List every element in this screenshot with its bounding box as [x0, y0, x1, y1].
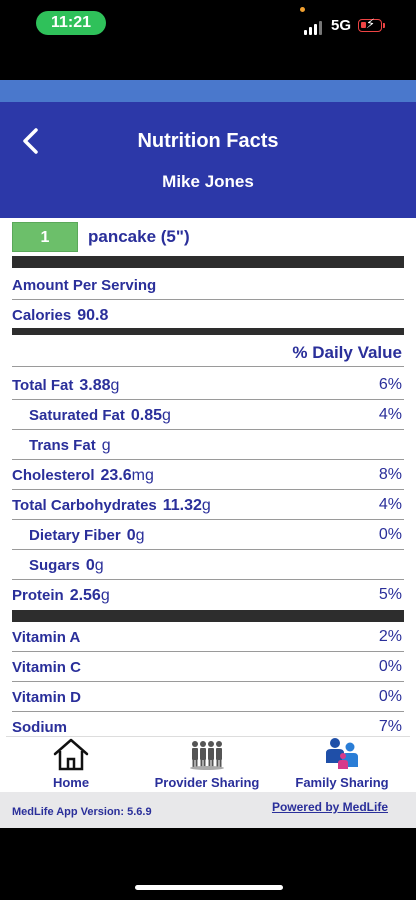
vitamin-label: Sodium [12, 719, 67, 736]
app-version: MedLife App Version: 5.6.9 [12, 806, 152, 818]
app-frame: Nutrition Facts Mike Jones 1 pancake (5"… [0, 80, 416, 828]
nutrient-percent: 6% [378, 376, 402, 393]
calories-value: 90.8 [77, 307, 109, 324]
nutrient-value: 0.85 [130, 407, 162, 424]
nutrient-value: 11.32 [162, 497, 202, 514]
status-bar: 11:21 5G ⚡ [0, 0, 416, 50]
nav-provider-sharing-label: Provider Sharing [154, 775, 260, 790]
nutrient-value: 2.56 [69, 587, 101, 604]
nutrient-unit: g [100, 587, 110, 604]
nutrient-percent: 4% [378, 496, 402, 513]
charging-bolt-icon: ⚡ [366, 16, 376, 31]
nutrient-label: Saturated Fat [29, 407, 125, 424]
nutrient-unit: g [201, 497, 211, 514]
nutrient-row-protein: Protein 2.56g 5% [12, 580, 404, 610]
nutrient-row-total-fat: Total Fat 3.88g 6% [12, 370, 404, 400]
calories-label: Calories [12, 307, 72, 324]
nav-home-button[interactable]: Home [26, 737, 116, 793]
nutrient-value: 23.6 [100, 467, 132, 484]
header-accent-strip [0, 80, 416, 102]
nutrient-unit: mg [131, 467, 154, 484]
status-time: 11:21 [36, 11, 106, 35]
vitamin-label: Vitamin C [12, 659, 81, 676]
vitamin-row-sodium: Sodium 7% [12, 712, 404, 736]
nutrient-unit: g [162, 407, 171, 424]
vitamin-label: Vitamin D [12, 689, 81, 706]
amount-per-serving-row: Amount Per Serving [12, 270, 404, 300]
network-type: 5G [331, 17, 352, 34]
nav-family-sharing-button[interactable]: Family Sharing [290, 737, 394, 793]
nav-provider-sharing-button[interactable]: Provider Sharing [146, 737, 268, 793]
powered-by-link[interactable]: Powered by MedLife [271, 800, 388, 814]
nutrient-label: Dietary Fiber [29, 527, 121, 544]
vitamin-row-d: Vitamin D 0% [12, 682, 404, 712]
amount-per-serving-label: Amount Per Serving [12, 277, 157, 294]
divider-thick [12, 610, 404, 622]
signal-strength-icon [304, 21, 324, 35]
nutrient-percent: 5% [378, 586, 402, 603]
vitamin-percent: 2% [378, 628, 402, 645]
chevron-left-icon [23, 128, 38, 154]
vitamin-row-a: Vitamin A 2% [12, 622, 404, 652]
divider-thick [12, 256, 404, 268]
nav-family-sharing-label: Family Sharing [295, 775, 389, 790]
calories-row: Calories 90.8 [12, 300, 404, 330]
nutrient-value: 0 [126, 527, 136, 544]
nutrient-label: Total Fat [12, 377, 74, 394]
divider-mid [12, 328, 404, 335]
nutrient-percent: 8% [378, 466, 402, 483]
nutrient-percent: 0% [378, 526, 402, 543]
battery-icon [358, 19, 382, 32]
nutrient-row-trans-fat: Trans Fat g [12, 430, 404, 460]
serving-unit-label[interactable]: pancake (5") [88, 227, 190, 246]
vitamin-percent: 0% [378, 688, 402, 705]
daily-value-header-row: % Daily Value [12, 337, 404, 367]
vitamin-percent: 0% [378, 658, 402, 675]
nutrient-label: Cholesterol [12, 467, 95, 484]
daily-value-header: % Daily Value [292, 343, 402, 362]
provider-group-icon [190, 741, 224, 770]
nutrient-label: Trans Fat [29, 437, 96, 454]
bottom-nav: Home Provider Sharing [6, 736, 410, 793]
nutrient-label: Protein [12, 587, 64, 604]
back-button[interactable] [20, 126, 44, 156]
nutrient-value: 3.88 [79, 377, 111, 394]
home-indicator[interactable] [135, 885, 283, 890]
battery-tip [383, 23, 385, 28]
nutrient-row-saturated-fat: Saturated Fat 0.85g 4% [12, 400, 404, 430]
nav-home-label: Home [52, 775, 90, 790]
vitamin-percent: 7% [378, 718, 402, 735]
app-footer: MedLife App Version: 5.6.9 Powered by Me… [0, 792, 416, 828]
nutrient-unit: g [110, 377, 120, 394]
app-header: Nutrition Facts Mike Jones [0, 102, 416, 218]
family-group-icon [326, 738, 358, 769]
nutrient-row-total-carbohydrates: Total Carbohydrates 11.32g 4% [12, 490, 404, 520]
nutrient-percent: 4% [378, 406, 402, 423]
vitamin-label: Vitamin A [12, 629, 81, 646]
page-title: Nutrition Facts [137, 130, 279, 152]
nutrient-label: Sugars [29, 557, 80, 574]
vitamin-row-c: Vitamin C 0% [12, 652, 404, 682]
nutrient-value: 0 [85, 557, 95, 574]
nutrient-row-dietary-fiber: Dietary Fiber 0g 0% [12, 520, 404, 550]
nutrient-row-cholesterol: Cholesterol 23.6mg 8% [12, 460, 404, 490]
home-icon [53, 738, 89, 771]
nutrient-unit: g [101, 437, 111, 454]
nutrition-content[interactable]: 1 pancake (5") Amount Per Serving Calori… [0, 218, 416, 736]
nutrient-unit: g [135, 527, 145, 544]
nutrient-unit: g [94, 557, 104, 574]
nutrient-label: Total Carbohydrates [12, 497, 157, 514]
serving-quantity-input[interactable]: 1 [12, 222, 78, 252]
nutrient-row-sugars: Sugars 0g [12, 550, 404, 580]
privacy-indicator-dot [300, 7, 305, 12]
user-name: Mike Jones [162, 172, 254, 191]
